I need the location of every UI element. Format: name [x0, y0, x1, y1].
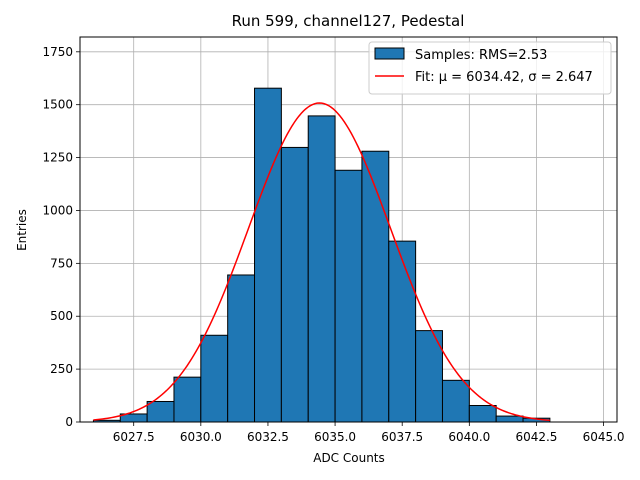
y-tick-label: 750: [50, 256, 73, 270]
histogram-bar: [200, 334, 229, 423]
histogram-bar: [388, 240, 417, 423]
histogram-bar: [173, 376, 202, 423]
y-tick-label: 1000: [42, 203, 73, 217]
chart-title: Run 599, channel127, Pedestal: [232, 12, 465, 30]
x-tick-label: 6045.0: [583, 430, 625, 444]
x-axis-ticks: 6027.5 6030.0 6032.5 6035.0 6037.5 6040.0 6042…: [113, 422, 625, 444]
histogram-bar: [415, 330, 443, 423]
y-tick-label: 250: [50, 362, 73, 376]
y-axis-ticks: 0 250 500 750 1000 1250 1500 1750: [42, 45, 80, 429]
histogram-bar: [146, 400, 175, 423]
plot-frame: [79, 36, 618, 423]
histogram-bar: [254, 87, 282, 423]
histogram-bar: [495, 415, 524, 423]
histogram-bar: [441, 379, 470, 423]
x-tick-label: 6037.5: [381, 430, 423, 444]
histogram-bar: [307, 115, 336, 423]
legend-box: [368, 41, 612, 95]
fit-curve: [93, 102, 550, 422]
histogram-bar: [468, 405, 497, 423]
legend-patch-samples: [374, 47, 405, 60]
x-axis-label: ADC Counts: [313, 451, 385, 465]
legend: Samples: RMS=2.53 Fit: μ = 6034.42, σ = …: [368, 41, 612, 95]
y-tick-label: 0: [65, 415, 73, 429]
histogram-bar: [227, 274, 256, 423]
legend-label-samples: Samples: RMS=2.53: [415, 48, 547, 63]
histogram-bar: [280, 146, 309, 423]
histogram-bars: [92, 87, 551, 423]
x-tick-label: 6030.0: [180, 430, 222, 444]
y-tick-label: 1500: [42, 98, 73, 112]
y-axis-label: Entries: [15, 209, 29, 251]
x-tick-label: 6040.0: [448, 430, 490, 444]
x-tick-label: 6035.0: [314, 430, 356, 444]
y-tick-label: 1250: [42, 151, 73, 165]
x-tick-label: 6027.5: [113, 430, 155, 444]
histogram-bar: [361, 150, 390, 423]
y-tick-label: 500: [50, 309, 73, 323]
y-tick-label: 1750: [42, 45, 73, 59]
x-tick-label: 6042.5: [515, 430, 557, 444]
histogram-bar: [334, 169, 363, 423]
x-tick-label: 6032.5: [247, 430, 289, 444]
legend-label-fit: Fit: μ = 6034.42, σ = 2.647: [415, 70, 593, 85]
